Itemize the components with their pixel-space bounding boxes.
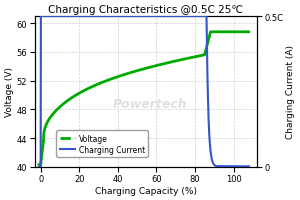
X-axis label: Charging Capacity (%): Charging Capacity (%) — [95, 186, 197, 195]
Title: Charging Characteristics @0.5C 25℃: Charging Characteristics @0.5C 25℃ — [48, 5, 243, 15]
Y-axis label: Charging Current (A): Charging Current (A) — [286, 45, 295, 139]
Legend: Voltage, Charging Current: Voltage, Charging Current — [56, 131, 148, 157]
Y-axis label: Voltage (V): Voltage (V) — [5, 67, 14, 117]
Text: Powertech: Powertech — [113, 97, 188, 110]
